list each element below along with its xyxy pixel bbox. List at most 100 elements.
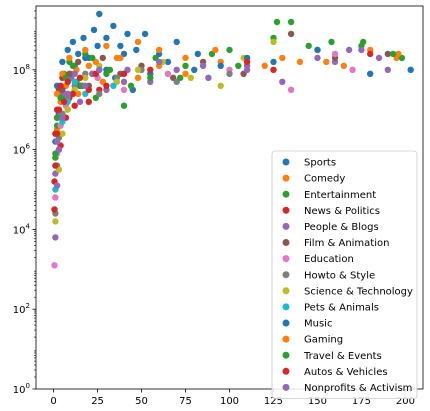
legend-entry: Music: [282, 319, 332, 330]
legend-label: Pets & Animals: [304, 303, 379, 314]
data-point: [71, 70, 78, 78]
data-point: [182, 70, 189, 78]
legend-label: Education: [304, 254, 354, 265]
series-autos-vehicles: [51, 50, 374, 213]
legend-marker: [282, 303, 290, 311]
data-point: [182, 54, 189, 62]
data-point: [75, 58, 82, 66]
data-point: [287, 30, 295, 38]
x-tick-label: 125: [264, 396, 283, 407]
data-point: [69, 90, 77, 98]
data-point: [358, 46, 365, 54]
points-layer: [51, 10, 414, 269]
data-point: [226, 70, 233, 78]
data-point: [384, 66, 391, 74]
data-point: [187, 74, 194, 82]
legend-marker: [282, 351, 290, 359]
data-point: [103, 82, 110, 90]
x-tick-label: 175: [352, 396, 371, 407]
legend-label: Autos & Vehicles: [304, 367, 388, 378]
data-point: [270, 58, 277, 66]
x-tick-label: 150: [308, 396, 327, 407]
data-point: [103, 70, 110, 78]
data-point: [345, 46, 353, 54]
data-point: [226, 46, 233, 54]
data-point: [59, 114, 66, 121]
legend-label: Comedy: [304, 174, 345, 185]
legend-marker: [282, 190, 290, 198]
data-point: [103, 42, 110, 50]
x-tick-label: 50: [135, 396, 148, 407]
data-point: [55, 146, 63, 153]
y-tick-label: 106: [13, 143, 31, 157]
data-point: [395, 50, 402, 58]
legend-marker: [282, 222, 290, 230]
data-point: [110, 22, 117, 30]
data-point: [117, 54, 124, 62]
data-point: [69, 62, 77, 69]
legend-entry: Autos & Vehicles: [282, 367, 388, 378]
x-axis: 0 25 50 75 100 125 150 175 200: [50, 389, 415, 407]
x-tick-label: 200: [396, 396, 415, 407]
x-tick-label: 100: [220, 396, 239, 407]
data-point: [76, 98, 84, 106]
legend-marker: [282, 255, 290, 263]
legend-marker: [282, 367, 290, 375]
data-point: [110, 82, 117, 90]
x-tick-label: 25: [91, 396, 104, 407]
data-point: [217, 62, 224, 69]
data-point: [147, 66, 154, 74]
data-point: [217, 82, 224, 90]
data-point: [235, 62, 242, 69]
legend-label: Gaming: [304, 335, 343, 346]
data-point: [367, 50, 374, 58]
data-point: [191, 66, 198, 74]
data-point: [89, 54, 96, 62]
data-point: [407, 66, 414, 74]
legend-entry: People & Blogs: [282, 222, 379, 233]
data-point: [52, 234, 59, 241]
data-point: [273, 18, 281, 26]
data-point: [270, 38, 277, 46]
legend-label: Sports: [304, 158, 336, 169]
data-point: [103, 34, 110, 42]
data-point: [199, 62, 207, 69]
data-point: [349, 66, 356, 74]
legend-label: Entertainment: [304, 190, 376, 201]
data-point: [71, 102, 78, 109]
y-tick-label: 102: [13, 302, 30, 316]
data-point: [66, 54, 73, 62]
data-point: [52, 218, 59, 225]
data-point: [314, 46, 321, 54]
data-point: [127, 82, 135, 90]
data-point: [57, 82, 64, 90]
data-point: [124, 30, 131, 38]
legend-label: People & Blogs: [304, 222, 379, 233]
legend-entry: Sports: [282, 158, 336, 169]
legend-marker: [282, 383, 290, 391]
legend-entry: Gaming: [282, 335, 343, 346]
legend-label: Travel & Events: [303, 351, 382, 362]
data-point: [64, 78, 71, 86]
data-point: [164, 70, 172, 78]
data-point: [80, 34, 87, 42]
data-point: [64, 90, 71, 98]
legend-entry: Film & Animation: [282, 238, 389, 249]
y-tick-label: 100: [13, 382, 30, 396]
data-point: [212, 46, 219, 54]
data-point: [261, 62, 268, 69]
data-point: [60, 98, 68, 106]
legend-entry: Pets & Animals: [282, 303, 379, 314]
data-point: [173, 78, 180, 86]
legend-label: Music: [304, 319, 332, 330]
data-point: [147, 74, 154, 82]
data-point: [389, 50, 397, 58]
data-point: [287, 86, 295, 94]
data-point: [96, 10, 103, 18]
data-point: [64, 106, 71, 113]
data-point: [94, 42, 101, 50]
data-point: [375, 54, 383, 62]
data-point: [71, 78, 78, 86]
data-point: [164, 58, 172, 66]
legend-marker: [282, 287, 290, 295]
